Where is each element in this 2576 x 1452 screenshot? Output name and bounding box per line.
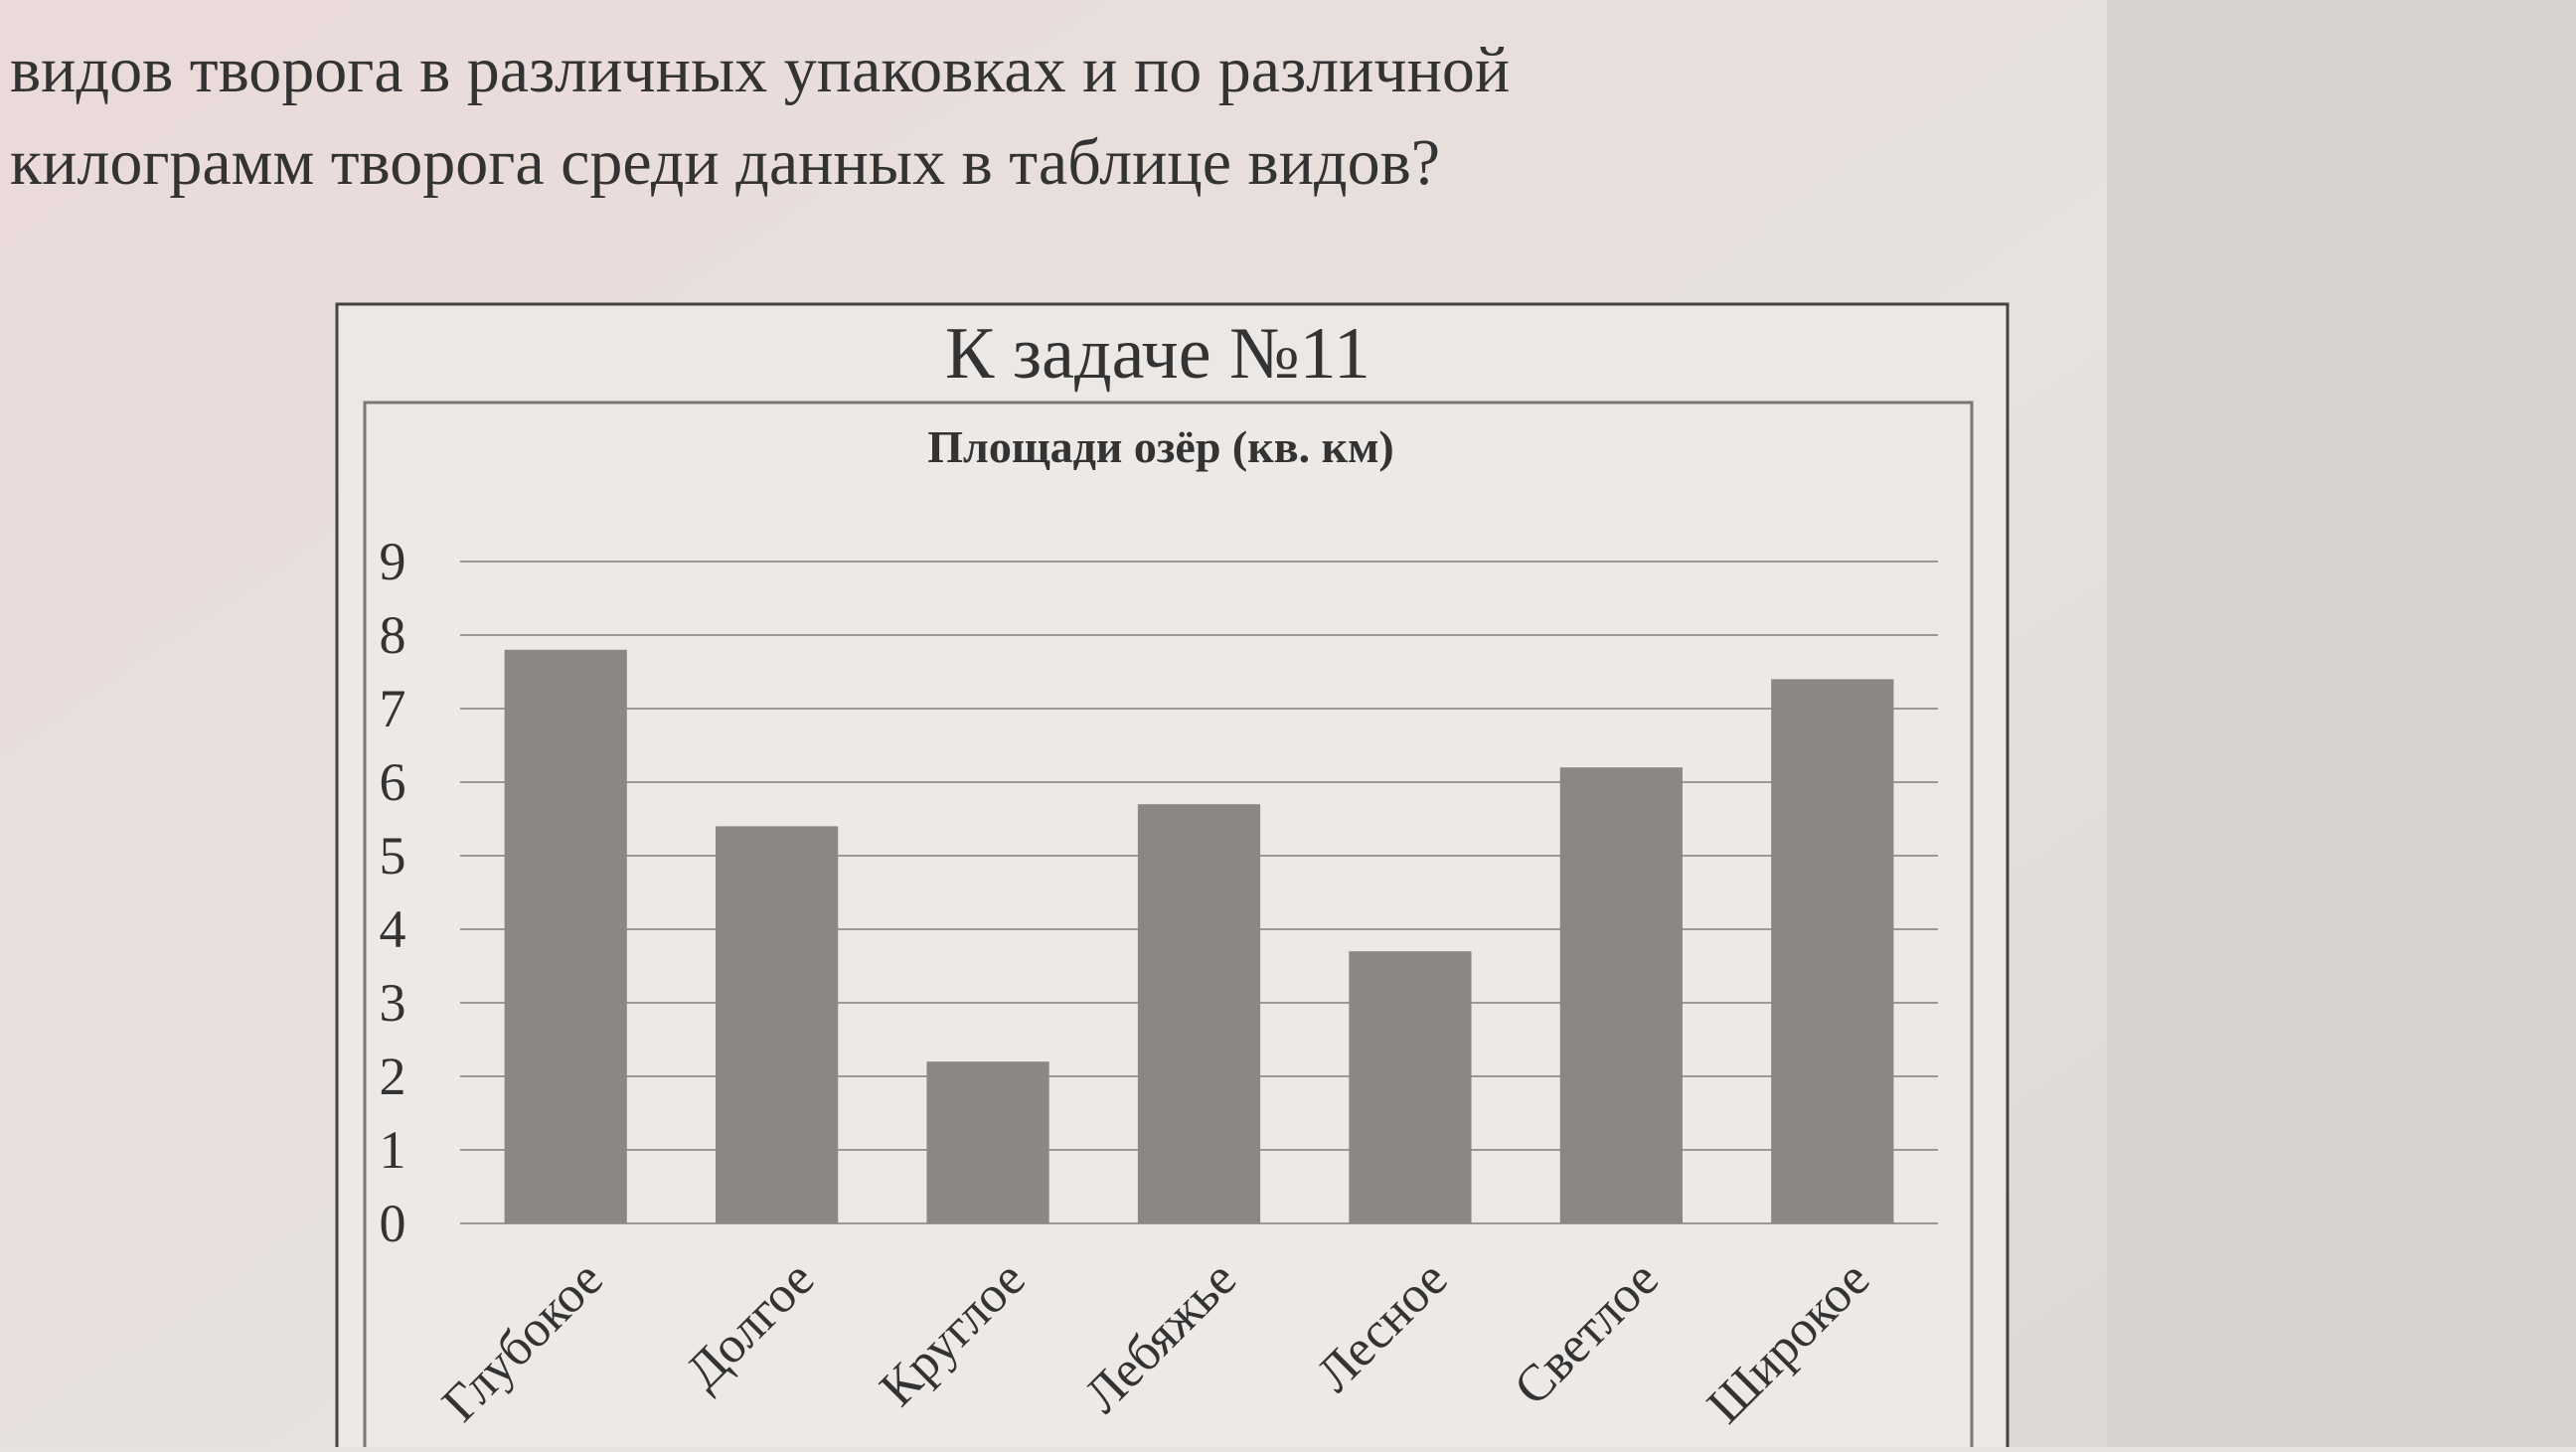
bar: [504, 649, 627, 1223]
y-tick-label: 2: [380, 1047, 406, 1106]
y-tick-label: 5: [380, 826, 406, 886]
bar: [1559, 767, 1683, 1223]
header-line: килограмм творога среди данных в таблице…: [10, 126, 1440, 199]
y-tick-label: 0: [380, 1194, 406, 1253]
header-line: видов творога в различных упаковках и по…: [10, 34, 1510, 106]
y-tick-label: 4: [380, 899, 406, 959]
y-tick-label: 8: [380, 605, 406, 665]
y-tick-label: 7: [380, 679, 406, 738]
y-tick-label: 6: [380, 752, 406, 812]
bar: [1349, 951, 1472, 1223]
bar: [926, 1061, 1049, 1223]
bar: [1771, 679, 1894, 1223]
chart-title: Площади озёр (кв. км): [927, 421, 1394, 472]
paper-edge: [2107, 0, 2576, 1447]
bar: [716, 826, 839, 1223]
y-tick-label: 9: [380, 532, 406, 591]
y-tick-label: 1: [380, 1120, 406, 1180]
y-tick-label: 3: [380, 973, 406, 1033]
bar: [1137, 804, 1261, 1223]
caption: К задаче №11: [945, 313, 1370, 395]
